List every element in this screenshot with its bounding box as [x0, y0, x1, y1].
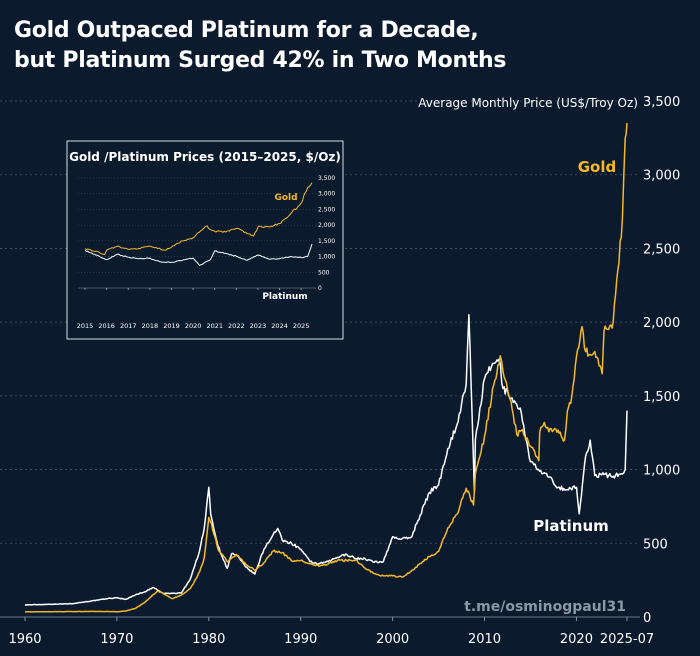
series-line-platinum	[84, 243, 313, 266]
y-tick-label: 3,000	[318, 191, 335, 198]
x-tick-label: 2017	[120, 322, 137, 330]
x-tick-label: 2018	[142, 322, 159, 330]
x-tick-label: 2025	[293, 322, 310, 330]
inset-legend-platinum: Platinum	[262, 292, 307, 302]
y-tick-label: 500	[318, 269, 330, 276]
y-tick-label: 3,000	[643, 169, 680, 184]
inset-x-tick-labels: 2015 2016 2017 2018 2019 2020 2021 2022 2023 2024…	[77, 288, 310, 330]
main-x-tick-labels: 1960 1970 1980 1990 2000 2010 2020 2025-07	[8, 617, 654, 647]
x-tick-label: 2022	[228, 322, 245, 330]
y-tick-label: 0	[318, 285, 322, 292]
x-tick-label: 2000	[376, 632, 409, 647]
y-tick-label: 1,500	[643, 390, 680, 405]
y-tick-label: 0	[643, 611, 651, 626]
inset-title: Gold /Platinum Prices (2015–2025, $/Oz)	[69, 150, 341, 164]
x-tick-label: 2020	[185, 322, 202, 330]
y-tick-label: 500	[643, 537, 668, 552]
inset-y-tick-labels: 0 500 1,000 1,500 2,000 2,500 3,000 3,500	[318, 175, 335, 292]
inset-frame	[66, 140, 344, 340]
title-line-1: Gold Outpaced Platinum for a Decade,	[14, 18, 479, 43]
x-tick-label: 2019	[163, 322, 180, 330]
x-tick-label: 2025-07	[600, 632, 654, 647]
y-tick-label: 2,000	[318, 222, 335, 229]
y-tick-label: 2,000	[643, 316, 680, 331]
x-tick-label: 1980	[192, 632, 225, 647]
series-line-gold	[84, 182, 313, 256]
y-tick-label: 3,500	[643, 95, 680, 110]
x-tick-label: 2023	[250, 322, 267, 330]
y-tick-label: 2,500	[643, 242, 680, 257]
main-y-tick-labels: 0 500 1,000 1,500 2,000 2,500 3,000 3,500	[643, 95, 680, 626]
legend-gold: Gold	[578, 158, 617, 176]
title-line-2: but Platinum Surged 42% in Two Months	[14, 48, 507, 73]
x-tick-label: 2020	[560, 632, 593, 647]
y-tick-label: 1,500	[318, 238, 335, 245]
x-tick-label: 1970	[100, 632, 133, 647]
inset-chart: Gold /Platinum Prices (2015–2025, $/Oz) …	[66, 140, 344, 340]
x-tick-label: 1990	[284, 632, 317, 647]
x-tick-label: 2024	[271, 322, 288, 330]
y-tick-label: 1,000	[643, 464, 680, 479]
x-tick-label: 1960	[8, 632, 41, 647]
watermark: t.me/osminogpaul31	[464, 599, 626, 615]
main-series	[24, 123, 628, 613]
legend-platinum: Platinum	[533, 517, 609, 535]
series-line-platinum	[24, 314, 628, 606]
inset-legend-gold: Gold	[274, 193, 297, 203]
x-tick-label: 2015	[77, 322, 94, 330]
x-tick-label: 2021	[206, 322, 223, 330]
chart-title: Gold Outpaced Platinum for a Decade, but…	[14, 16, 507, 76]
x-tick-label: 2010	[468, 632, 501, 647]
inset-series	[84, 182, 313, 266]
y-tick-label: 3,500	[318, 175, 335, 182]
y-tick-label: 2,500	[318, 206, 335, 213]
y-axis-label: Average Monthly Price (US$/Troy Oz)	[418, 96, 638, 110]
series-line-gold	[24, 123, 628, 613]
x-tick-label: 2016	[98, 322, 115, 330]
y-tick-label: 1,000	[318, 254, 335, 261]
